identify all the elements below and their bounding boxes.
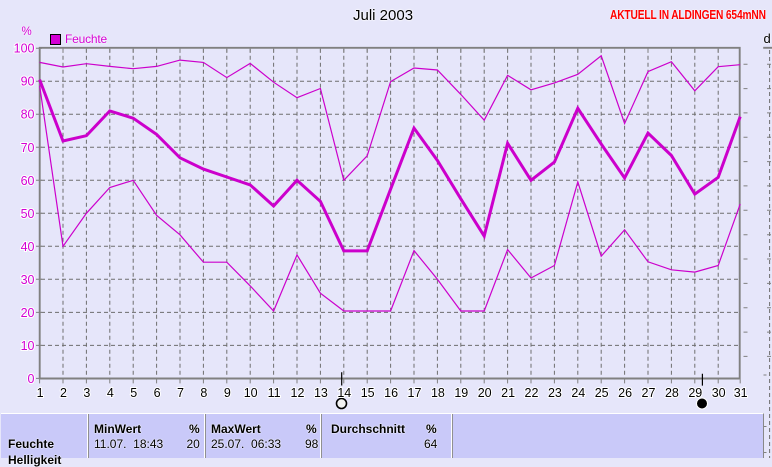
svg-text:13: 13 bbox=[314, 386, 328, 400]
svg-text:60: 60 bbox=[21, 174, 35, 188]
svg-text:23: 23 bbox=[548, 386, 562, 400]
svg-text:10: 10 bbox=[244, 386, 258, 400]
svg-text:20: 20 bbox=[21, 306, 35, 320]
svg-text:17: 17 bbox=[408, 386, 422, 400]
svg-text:14: 14 bbox=[337, 386, 351, 400]
svg-text:50: 50 bbox=[21, 207, 35, 221]
svg-text:6: 6 bbox=[154, 386, 161, 400]
svg-text:12: 12 bbox=[291, 386, 305, 400]
svg-text:100: 100 bbox=[14, 42, 35, 56]
svg-text:26: 26 bbox=[618, 386, 632, 400]
svg-text:24: 24 bbox=[571, 386, 585, 400]
svg-text:2: 2 bbox=[60, 386, 67, 400]
svg-text:7: 7 bbox=[177, 386, 184, 400]
svg-text:4: 4 bbox=[107, 386, 114, 400]
svg-text:30: 30 bbox=[712, 386, 726, 400]
svg-text:80: 80 bbox=[21, 108, 35, 122]
svg-text:10: 10 bbox=[21, 339, 35, 353]
svg-text:29: 29 bbox=[688, 386, 702, 400]
svg-text:3: 3 bbox=[83, 386, 90, 400]
svg-text:70: 70 bbox=[21, 141, 35, 155]
svg-text:11: 11 bbox=[268, 386, 281, 400]
svg-text:15: 15 bbox=[361, 386, 375, 400]
svg-text:40: 40 bbox=[21, 240, 35, 254]
svg-text:21: 21 bbox=[501, 386, 515, 400]
svg-text:5: 5 bbox=[130, 386, 137, 400]
svg-text:1: 1 bbox=[37, 386, 44, 400]
svg-text:18: 18 bbox=[431, 386, 445, 400]
svg-text:16: 16 bbox=[384, 386, 398, 400]
svg-text:22: 22 bbox=[525, 386, 539, 400]
svg-text:90: 90 bbox=[21, 75, 35, 89]
svg-text:31: 31 bbox=[734, 386, 748, 400]
svg-text:20: 20 bbox=[478, 386, 492, 400]
svg-text:8: 8 bbox=[200, 386, 207, 400]
svg-text:28: 28 bbox=[665, 386, 679, 400]
svg-text:27: 27 bbox=[642, 386, 656, 400]
svg-text:25: 25 bbox=[595, 386, 609, 400]
svg-text:19: 19 bbox=[454, 386, 468, 400]
svg-text:0: 0 bbox=[28, 372, 35, 386]
svg-text:30: 30 bbox=[21, 273, 35, 287]
svg-text:9: 9 bbox=[224, 386, 231, 400]
